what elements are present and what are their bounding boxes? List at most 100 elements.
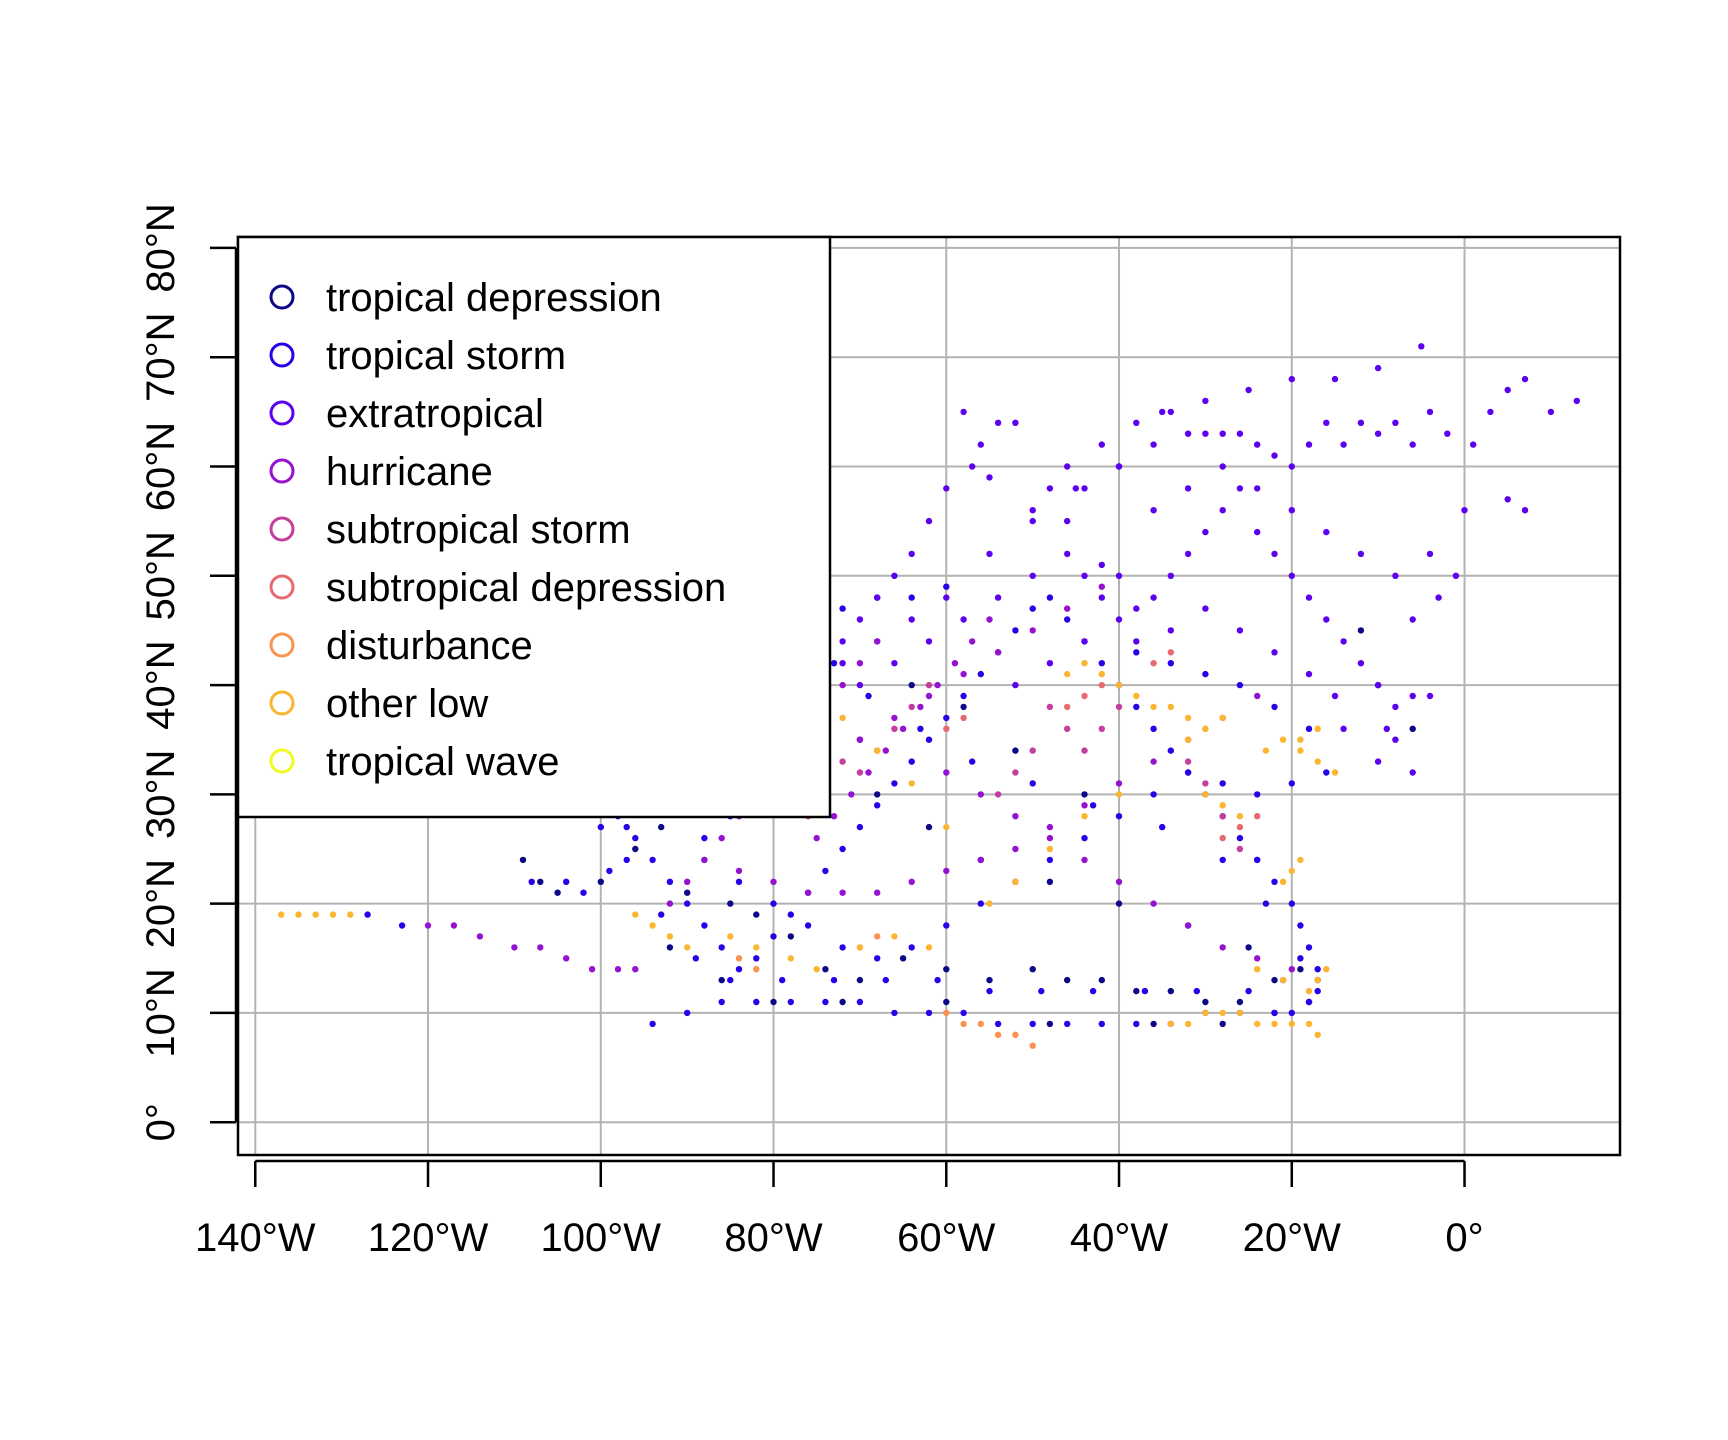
point-series-1-79	[718, 944, 725, 951]
point-series-2-83	[1383, 725, 1391, 732]
point-series-2-53	[1115, 463, 1123, 470]
point-series-2-21	[1167, 408, 1175, 416]
point-series-1-94	[934, 976, 941, 984]
point-series-1-49	[1236, 834, 1244, 842]
point-series-4-2	[891, 725, 898, 732]
point-series-2-7	[925, 517, 933, 525]
y-tick-label-5: 50°N	[139, 531, 183, 620]
point-series-3-39	[891, 714, 898, 722]
point-series-1-24	[753, 998, 760, 1006]
point-series-5-5	[1254, 813, 1261, 820]
point-series-7-25	[1202, 1009, 1209, 1017]
point-series-2-70	[1219, 507, 1226, 514]
point-series-3-30	[1012, 845, 1019, 853]
point-series-1-107	[1029, 780, 1036, 787]
point-series-1-4	[580, 889, 587, 896]
point-series-2-57	[943, 594, 950, 601]
point-series-1-105	[1159, 823, 1166, 831]
point-series-2-62	[1081, 572, 1088, 579]
point-series-7-7	[666, 933, 674, 940]
point-series-3-27	[908, 878, 915, 885]
point-series-2-16	[1081, 485, 1088, 492]
point-series-0-10	[822, 966, 829, 973]
point-series-3-48	[1012, 813, 1019, 820]
point-series-0-40	[839, 998, 846, 1006]
point-series-2-90	[1167, 627, 1175, 634]
point-series-1-123	[943, 922, 950, 929]
point-series-3-9	[666, 900, 674, 907]
point-series-1-128	[1115, 813, 1123, 820]
point-series-2-3	[1012, 419, 1019, 426]
point-series-3-2	[476, 933, 484, 940]
point-series-7-16	[1219, 1009, 1226, 1017]
point-series-6-2	[1012, 1031, 1019, 1039]
point-series-3-56	[1288, 966, 1296, 973]
point-series-7-24	[1184, 1020, 1192, 1028]
point-series-4-6	[1064, 725, 1071, 732]
point-series-1-92	[830, 976, 838, 984]
point-series-3-25	[839, 889, 846, 896]
point-series-2-96	[960, 616, 967, 623]
point-series-1-104	[1219, 856, 1226, 864]
point-series-0-9	[787, 933, 794, 940]
point-series-5-7	[960, 714, 967, 722]
point-series-2-30	[1323, 419, 1330, 426]
point-series-4-16	[1029, 747, 1036, 754]
point-series-7-38	[1236, 813, 1244, 820]
point-series-1-22	[684, 1009, 691, 1017]
point-series-2-108	[1254, 485, 1261, 492]
point-series-0-53	[908, 681, 915, 689]
point-series-2-36	[1426, 408, 1434, 416]
point-series-0-18	[1133, 987, 1140, 995]
point-series-1-116	[701, 834, 708, 842]
point-series-0-51	[1012, 747, 1019, 754]
point-series-2-6	[986, 474, 993, 481]
point-series-2-109	[1288, 507, 1296, 514]
point-series-2-43	[1573, 397, 1581, 405]
x-tick-label-4: 60°W	[897, 1216, 995, 1260]
point-series-2-78	[1357, 660, 1365, 667]
point-series-7-54	[1115, 681, 1123, 689]
point-series-0-46	[1357, 627, 1365, 634]
point-series-2-74	[1288, 572, 1296, 579]
point-series-3-66	[969, 638, 976, 645]
point-series-2-114	[1461, 507, 1468, 514]
point-series-3-50	[1081, 856, 1088, 864]
point-series-7-11	[787, 955, 794, 962]
point-series-7-57	[1167, 703, 1175, 711]
y-tick-label-2: 20°N	[139, 859, 183, 948]
point-series-2-103	[1081, 638, 1088, 645]
point-series-1-53	[1167, 747, 1175, 754]
point-series-2-81	[1409, 692, 1416, 700]
point-series-7-6	[649, 922, 656, 929]
point-series-7-4	[347, 911, 354, 918]
x-tick-label-3: 80°W	[724, 1216, 822, 1260]
point-series-7-17	[1236, 1009, 1244, 1017]
point-series-1-97	[1089, 987, 1097, 995]
point-series-2-29	[1305, 441, 1313, 448]
point-series-1-40	[1288, 1009, 1296, 1017]
point-series-3-59	[848, 791, 855, 798]
legend-label-2: extratropical	[326, 392, 544, 436]
point-series-1-139	[1167, 660, 1175, 667]
data-points	[278, 343, 1581, 1049]
point-series-2-19	[1133, 419, 1140, 426]
point-series-3-8	[632, 966, 639, 973]
point-series-3-64	[934, 681, 941, 689]
point-series-0-4	[632, 845, 639, 853]
point-series-1-106	[1089, 802, 1097, 809]
point-series-1-3	[563, 878, 570, 885]
point-series-1-99	[1193, 987, 1201, 995]
point-series-3-49	[1046, 834, 1054, 842]
point-series-2-33	[1374, 430, 1382, 437]
point-series-3-4	[537, 944, 544, 951]
point-series-3-32	[1081, 802, 1088, 809]
point-series-1-93	[882, 976, 889, 984]
point-series-2-34	[1392, 419, 1399, 426]
point-series-0-36	[684, 889, 691, 896]
point-series-1-26	[822, 998, 829, 1006]
point-series-1-80	[701, 922, 708, 929]
point-series-5-2	[1098, 681, 1106, 689]
point-series-4-8	[1098, 725, 1106, 732]
point-series-1-65	[960, 692, 967, 700]
